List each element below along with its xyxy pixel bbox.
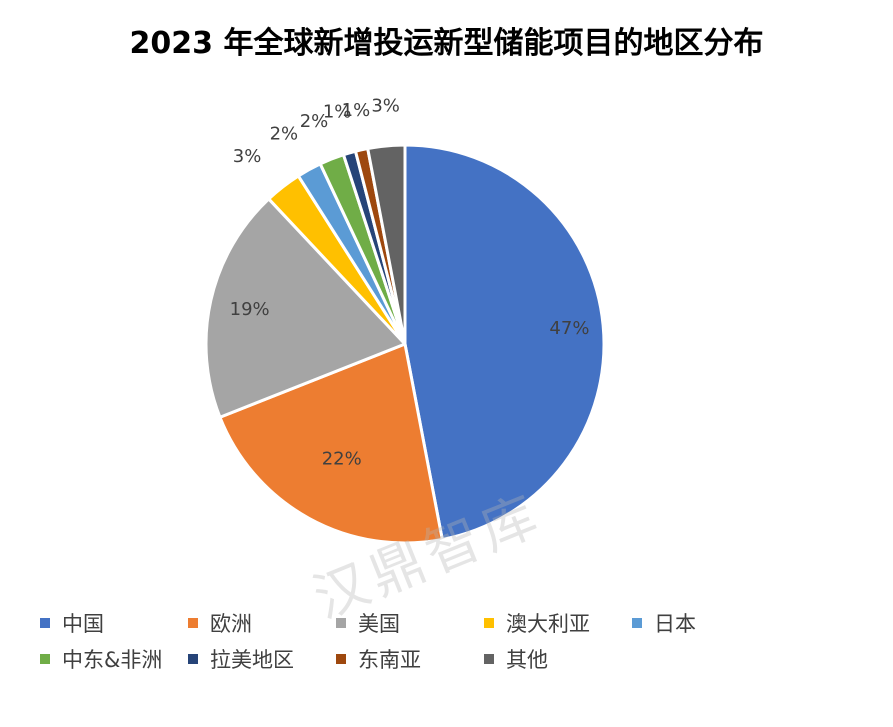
data-label-9: 3% bbox=[371, 96, 400, 117]
legend-swatch bbox=[336, 654, 346, 664]
legend-label: 中东&非洲 bbox=[62, 648, 163, 672]
pie-slice-9 bbox=[366, 143, 407, 346]
legend-swatch bbox=[336, 618, 346, 628]
legend-item: 中东&非洲 bbox=[40, 644, 188, 674]
legend-label: 美国 bbox=[358, 612, 400, 636]
data-label-4: 3% bbox=[233, 146, 262, 167]
chart-legend: 中国 欧洲 美国 澳大利亚 日本中东&非洲 拉美地区 东南亚 其他 bbox=[40, 605, 860, 677]
legend-row: 中东&非洲 拉美地区 东南亚 其他 bbox=[40, 641, 860, 677]
legend-swatch bbox=[632, 618, 642, 628]
legend-swatch bbox=[40, 618, 50, 628]
pie-slice-2 bbox=[218, 342, 444, 545]
legend-label: 澳大利亚 bbox=[506, 612, 590, 636]
legend-item: 东南亚 bbox=[336, 644, 484, 674]
data-label-7: 1% bbox=[323, 102, 352, 123]
pie-slice-1 bbox=[403, 143, 606, 541]
legend-label: 中国 bbox=[62, 612, 104, 636]
legend-swatch bbox=[188, 618, 198, 628]
data-label-2: 22% bbox=[322, 449, 362, 470]
data-label-3: 19% bbox=[230, 299, 270, 320]
legend-item: 日本 bbox=[632, 608, 780, 638]
legend-item: 中国 bbox=[40, 608, 188, 638]
legend-item: 其他 bbox=[484, 644, 632, 674]
data-label-8: 1% bbox=[342, 100, 371, 121]
legend-swatch bbox=[484, 618, 494, 628]
legend-label: 欧洲 bbox=[210, 612, 252, 636]
pie-slice-3 bbox=[204, 197, 407, 419]
pie-slices bbox=[204, 143, 606, 545]
pie-data-labels: 47%22%19%3%2%2%1%1% 3% bbox=[230, 96, 590, 470]
legend-swatch bbox=[484, 654, 494, 664]
legend-item: 澳大利亚 bbox=[484, 608, 632, 638]
legend-label: 其他 bbox=[506, 648, 548, 672]
data-label-1: 47% bbox=[549, 318, 589, 339]
legend-row: 中国 欧洲 美国 澳大利亚 日本 bbox=[40, 605, 860, 641]
legend-label: 拉美地区 bbox=[210, 648, 294, 672]
data-label-6: 2% bbox=[300, 111, 329, 132]
legend-item: 美国 bbox=[336, 608, 484, 638]
chart-title: 2023 年全球新增投运新型储能项目的地区分布 bbox=[129, 26, 764, 61]
data-label-5: 2% bbox=[270, 124, 299, 145]
legend-swatch bbox=[188, 654, 198, 664]
legend-item: 欧洲 bbox=[188, 608, 336, 638]
legend-label: 日本 bbox=[654, 612, 696, 636]
legend-label: 东南亚 bbox=[358, 648, 421, 672]
legend-item: 拉美地区 bbox=[188, 644, 336, 674]
legend-swatch bbox=[40, 654, 50, 664]
